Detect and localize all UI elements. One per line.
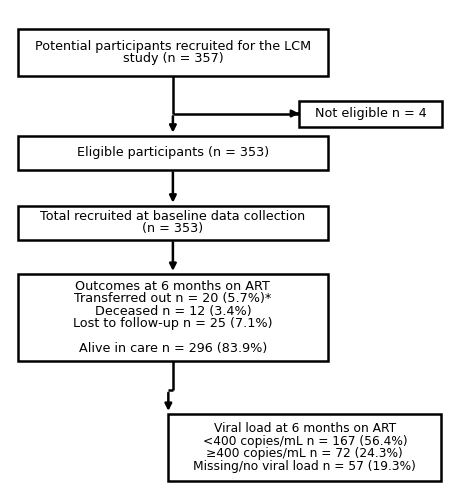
Text: Lost to follow-up n = 25 (7.1%): Lost to follow-up n = 25 (7.1%) — [73, 318, 273, 330]
Text: Outcomes at 6 months on ART: Outcomes at 6 months on ART — [76, 280, 270, 292]
Text: (n = 353): (n = 353) — [142, 222, 203, 235]
Text: Deceased n = 12 (3.4%): Deceased n = 12 (3.4%) — [95, 304, 251, 318]
FancyBboxPatch shape — [299, 100, 442, 126]
Text: study (n = 357): study (n = 357) — [122, 52, 223, 65]
FancyBboxPatch shape — [18, 206, 328, 240]
Text: Alive in care n = 296 (83.9%): Alive in care n = 296 (83.9%) — [79, 342, 267, 355]
FancyBboxPatch shape — [18, 136, 328, 170]
Text: Potential participants recruited for the LCM: Potential participants recruited for the… — [35, 40, 311, 52]
Text: Eligible participants (n = 353): Eligible participants (n = 353) — [77, 146, 269, 159]
FancyBboxPatch shape — [18, 28, 328, 76]
Text: Viral load at 6 months on ART: Viral load at 6 months on ART — [214, 422, 396, 435]
FancyBboxPatch shape — [18, 274, 328, 361]
Text: Not eligible n = 4: Not eligible n = 4 — [315, 107, 427, 120]
Text: <400 copies/mL n = 167 (56.4%): <400 copies/mL n = 167 (56.4%) — [202, 434, 407, 448]
Text: Missing/no viral load n = 57 (19.3%): Missing/no viral load n = 57 (19.3%) — [193, 460, 416, 473]
Text: Transferred out n = 20 (5.7%)*: Transferred out n = 20 (5.7%)* — [74, 292, 272, 305]
Text: ≥400 copies/mL n = 72 (24.3%): ≥400 copies/mL n = 72 (24.3%) — [207, 447, 403, 460]
Text: Total recruited at baseline data collection: Total recruited at baseline data collect… — [40, 210, 305, 223]
FancyBboxPatch shape — [168, 414, 441, 481]
